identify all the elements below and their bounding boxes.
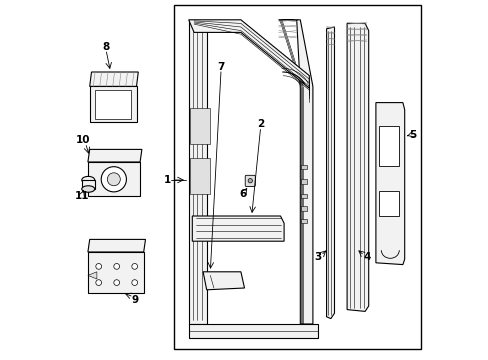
Polygon shape — [88, 252, 143, 293]
Polygon shape — [188, 20, 206, 324]
Bar — [174, 5, 420, 349]
Polygon shape — [95, 90, 131, 119]
Text: 10: 10 — [76, 135, 90, 145]
Circle shape — [247, 179, 252, 183]
Circle shape — [96, 264, 102, 269]
Polygon shape — [190, 108, 210, 144]
Circle shape — [132, 280, 137, 285]
Polygon shape — [190, 158, 210, 194]
Polygon shape — [88, 149, 142, 162]
Polygon shape — [88, 272, 97, 279]
Polygon shape — [375, 103, 404, 265]
Text: 9: 9 — [131, 294, 138, 305]
Bar — [300, 179, 306, 184]
Bar — [300, 165, 306, 169]
Polygon shape — [88, 162, 140, 196]
Text: 2: 2 — [257, 119, 264, 129]
Polygon shape — [379, 126, 399, 166]
Polygon shape — [89, 72, 138, 86]
Polygon shape — [203, 272, 244, 290]
Bar — [300, 219, 306, 223]
Circle shape — [96, 280, 102, 285]
Circle shape — [101, 167, 126, 192]
Ellipse shape — [81, 176, 95, 184]
Text: 6: 6 — [239, 189, 246, 199]
Polygon shape — [278, 20, 312, 324]
Ellipse shape — [81, 186, 95, 192]
Text: 7: 7 — [217, 62, 224, 72]
Text: 8: 8 — [102, 42, 109, 52]
Polygon shape — [89, 86, 136, 122]
Polygon shape — [326, 27, 334, 319]
Bar — [300, 194, 306, 198]
Text: 5: 5 — [408, 130, 415, 140]
Polygon shape — [88, 239, 145, 252]
Text: 11: 11 — [74, 191, 89, 201]
Polygon shape — [81, 180, 95, 189]
Polygon shape — [192, 216, 284, 241]
Text: 3: 3 — [314, 252, 321, 262]
Polygon shape — [379, 191, 399, 216]
Circle shape — [107, 173, 120, 186]
Polygon shape — [346, 23, 368, 311]
Circle shape — [114, 280, 120, 285]
Circle shape — [114, 264, 120, 269]
Text: 4: 4 — [363, 252, 370, 262]
Text: 1: 1 — [164, 175, 171, 185]
Polygon shape — [188, 20, 309, 88]
FancyBboxPatch shape — [244, 175, 255, 186]
Bar — [300, 206, 306, 211]
Circle shape — [132, 264, 137, 269]
Polygon shape — [188, 324, 317, 338]
